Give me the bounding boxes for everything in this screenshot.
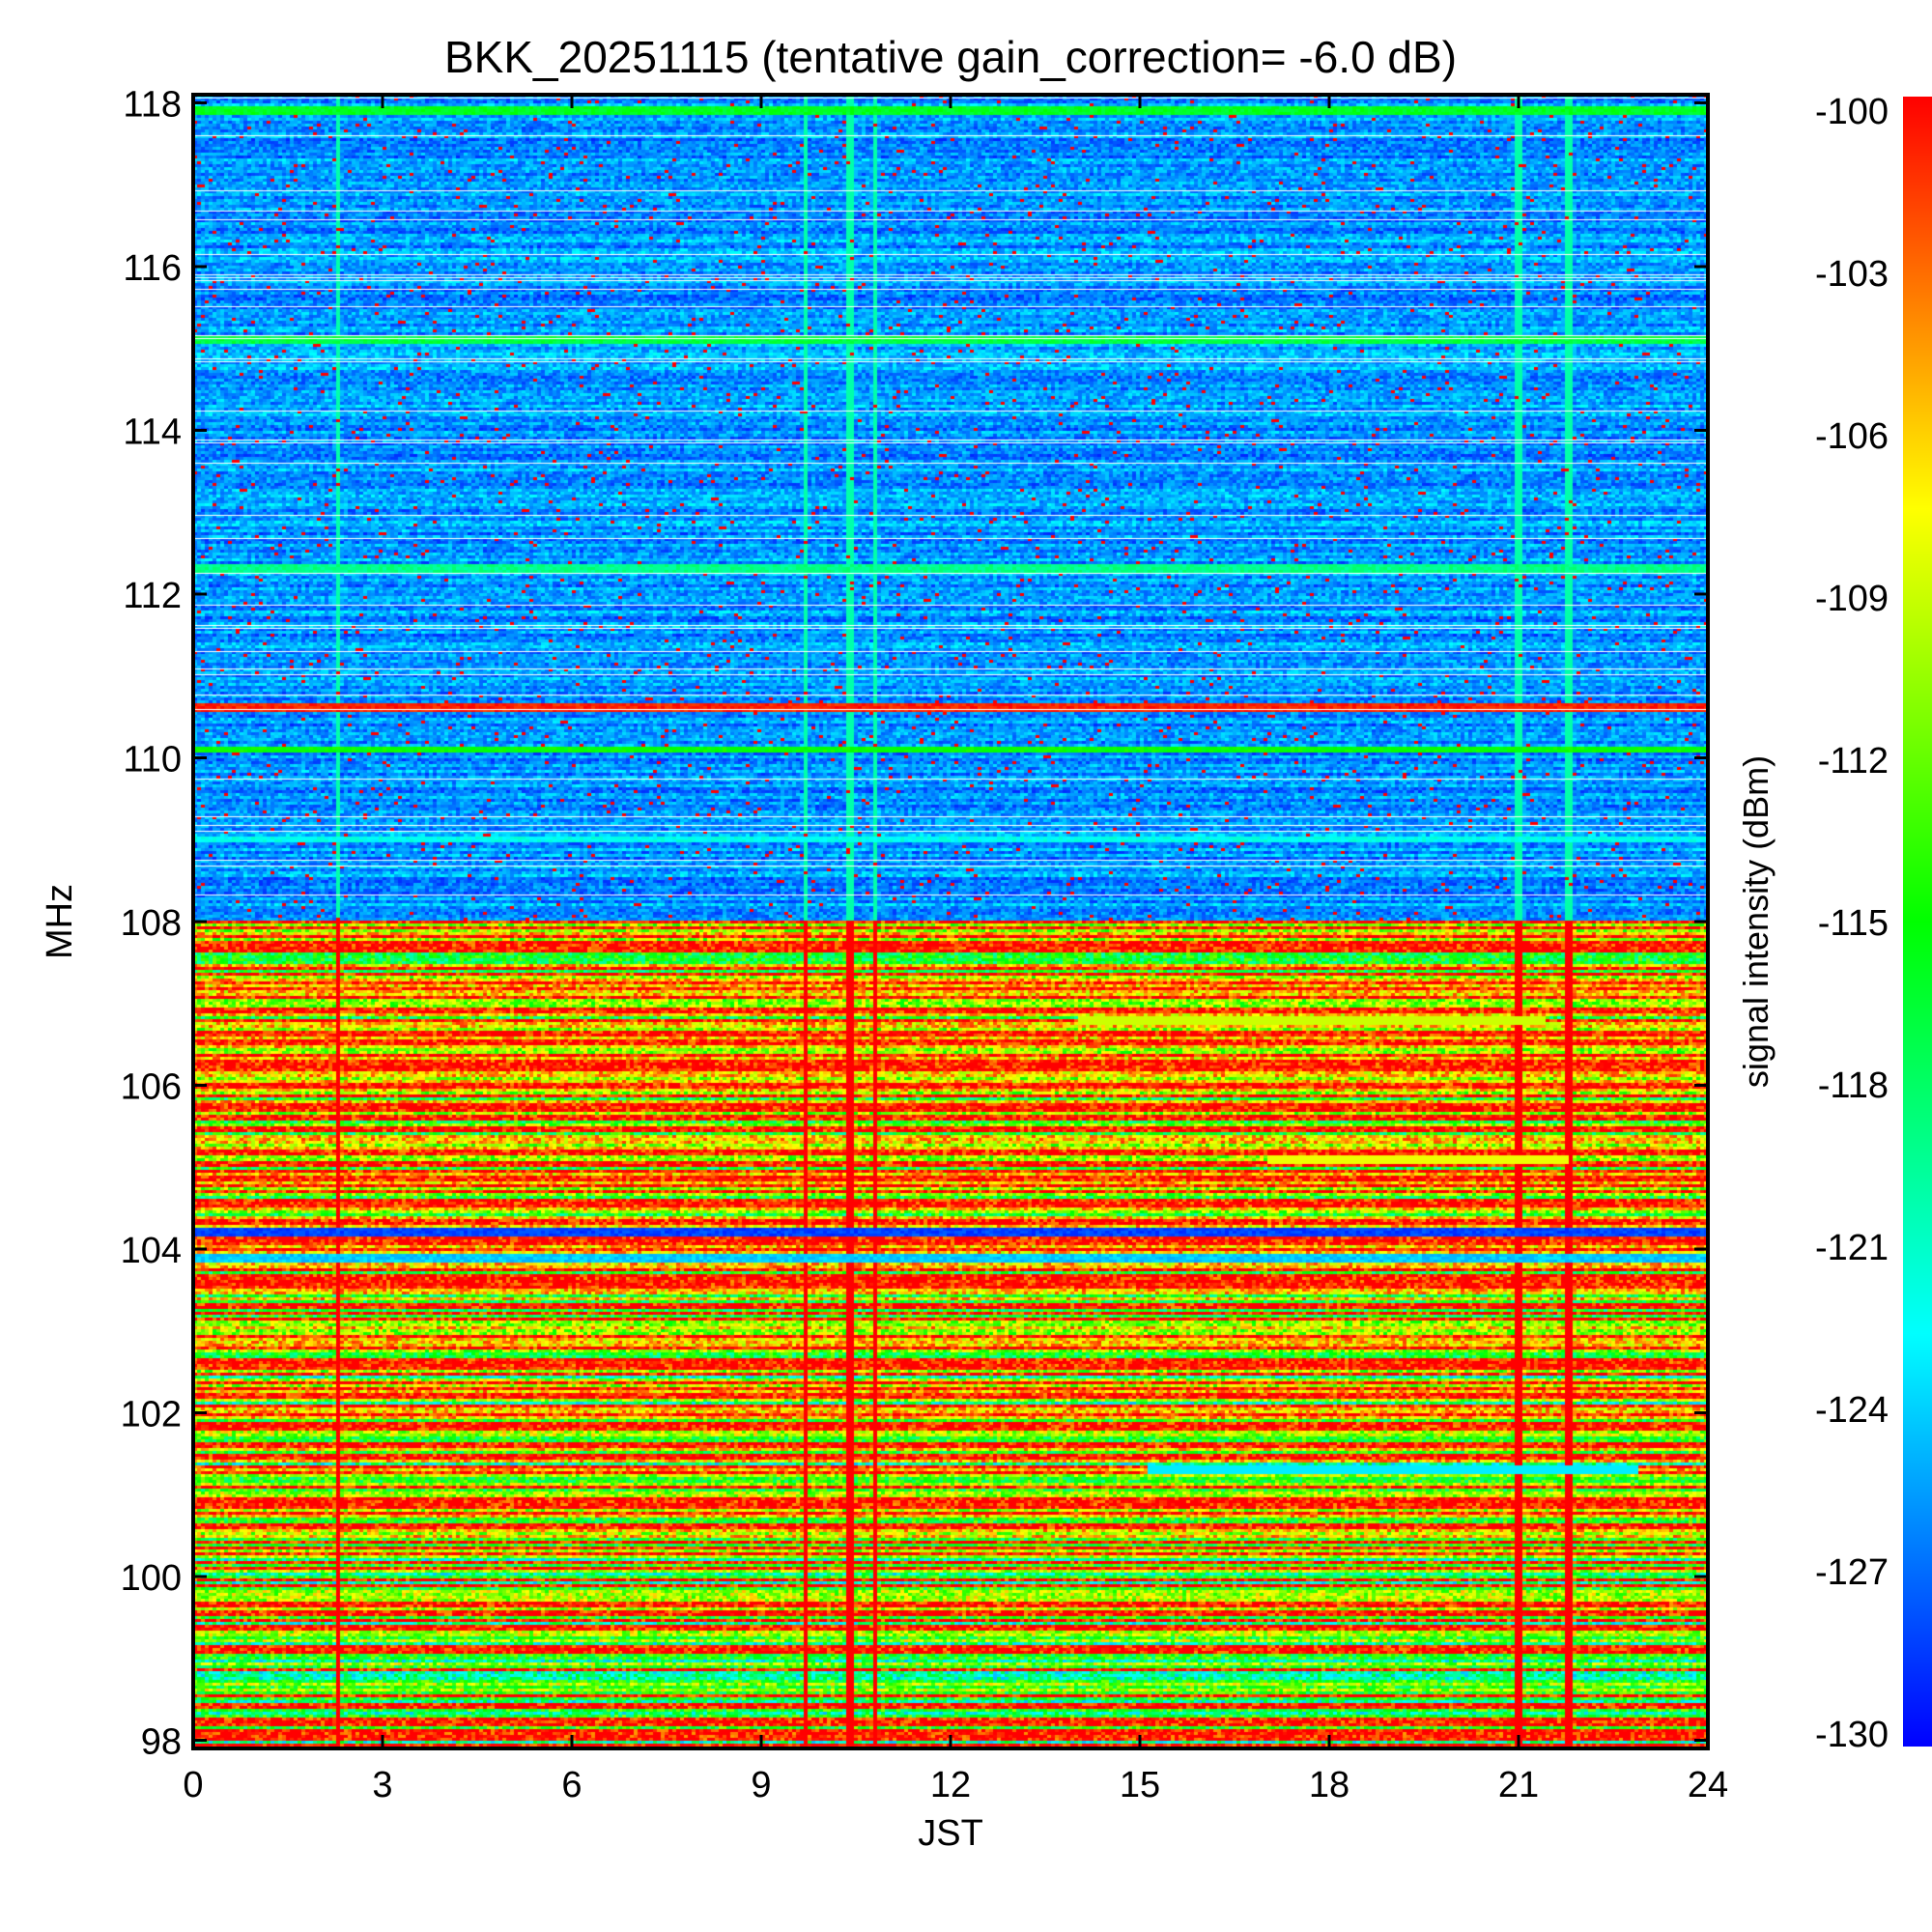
heatmap-area (193, 95, 1708, 1748)
x-axis-label: JST (918, 1813, 983, 1854)
colorbar-tick-label: -112 (1818, 741, 1889, 781)
x-tick-label: 24 (1688, 1765, 1728, 1805)
x-tick-label: 21 (1498, 1765, 1539, 1805)
y-tick-label: 110 (123, 739, 182, 780)
x-tick-label: 6 (561, 1765, 582, 1805)
y-tick-label: 102 (121, 1395, 182, 1435)
colorbar-tick-label: -106 (1815, 416, 1889, 457)
y-tick-label: 112 (123, 576, 182, 616)
x-tick-label: 9 (751, 1765, 771, 1805)
x-axis: 0 3 6 9 12 15 18 21 24 (183, 95, 1728, 1805)
colorbar (1903, 97, 1932, 1747)
colorbar-tick-label: -124 (1815, 1390, 1889, 1431)
colorbar-tick-label: -109 (1815, 579, 1889, 619)
x-tick-label: 12 (930, 1765, 971, 1805)
x-tick-label: 0 (183, 1765, 203, 1805)
colorbar-ticks: -100 -103 -106 -109 -112 -115 -118 -121 -124 -127… (1815, 92, 1889, 1755)
colorbar-tick-label: -115 (1818, 903, 1889, 944)
colorbar-tick-label: -130 (1815, 1715, 1889, 1755)
colorbar-tick-label: -103 (1815, 254, 1889, 295)
colorbar-tick-label: -118 (1818, 1065, 1889, 1106)
y-tick-label: 108 (121, 903, 182, 944)
colorbar-tick-label: -121 (1815, 1228, 1889, 1268)
y-tick-label: 98 (141, 1722, 182, 1763)
y-tick-label: 104 (121, 1231, 182, 1271)
heatmap-image (193, 95, 1708, 1748)
y-tick-label: 106 (121, 1067, 182, 1108)
x-tick-label: 3 (372, 1765, 392, 1805)
y-tick-label: 116 (123, 248, 182, 289)
chart-title: BKK_20251115 (tentative gain_correction=… (444, 32, 1457, 82)
y-tick-label: 100 (121, 1558, 182, 1599)
colorbar-tick-label: -127 (1815, 1552, 1889, 1593)
y-tick-label: 118 (123, 84, 182, 125)
colorbar-label: signal intensity (dBm) (1736, 755, 1776, 1088)
colorbar-tick-label: -100 (1815, 92, 1889, 132)
y-tick-label: 114 (123, 412, 182, 452)
x-tick-label: 18 (1309, 1765, 1350, 1805)
y-axis: 98 100 102 104 106 108 110 112 114 116 118 (121, 84, 1708, 1763)
x-tick-label: 15 (1120, 1765, 1160, 1805)
y-axis-label: MHz (40, 884, 80, 959)
